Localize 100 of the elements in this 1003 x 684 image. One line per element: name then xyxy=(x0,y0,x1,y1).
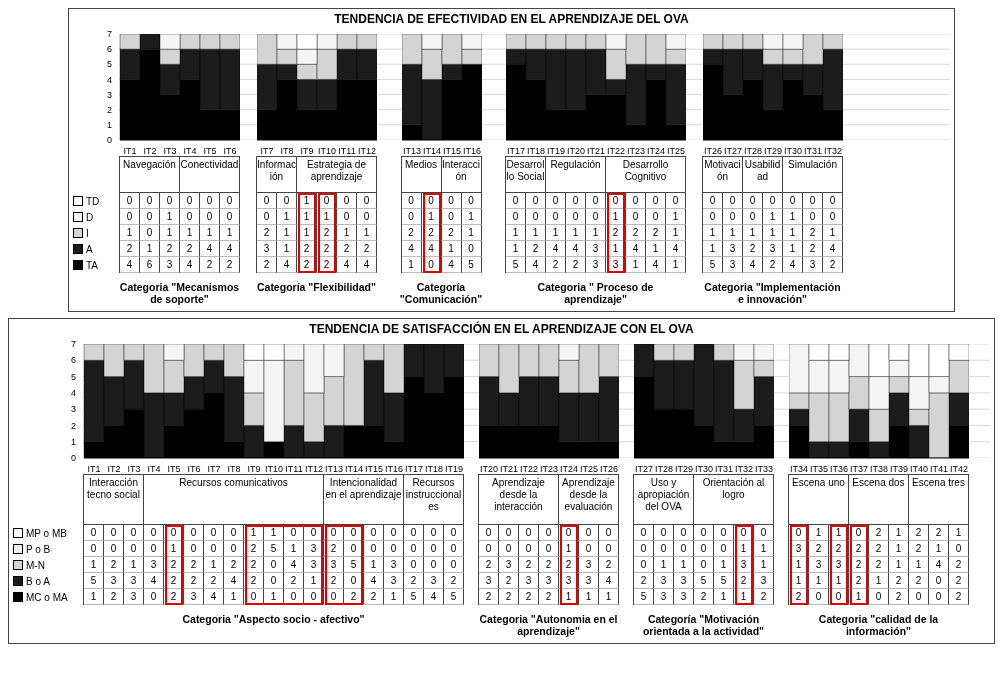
data-label: 5 xyxy=(344,557,364,573)
data-label: 4 xyxy=(783,257,803,273)
data-label: 3 xyxy=(586,257,606,273)
data-label: 0 xyxy=(789,525,809,541)
data-label: 0 xyxy=(124,541,144,557)
legend-label: MC o MA xyxy=(26,591,68,603)
data-label: 0 xyxy=(519,525,539,541)
data-label: 1 xyxy=(889,525,909,541)
data-label: 2 xyxy=(357,241,377,257)
data-label: 0 xyxy=(714,525,734,541)
data-label: 0 xyxy=(539,525,559,541)
data-label: 4 xyxy=(200,241,220,257)
data-label: 0 xyxy=(674,541,694,557)
data-label: 2 xyxy=(519,589,539,605)
data-label: 0 xyxy=(654,541,674,557)
data-label: 2 xyxy=(184,573,204,589)
data-label: 6 xyxy=(140,257,160,273)
data-label: 2 xyxy=(479,557,499,573)
data-label: 1 xyxy=(277,209,297,225)
x-tick-label: IT21 xyxy=(499,464,519,475)
data-label: 0 xyxy=(317,193,337,209)
data-label: 0 xyxy=(499,541,519,557)
data-label: 2 xyxy=(257,225,277,241)
x-tick-label: IT15 xyxy=(442,146,461,157)
data-label: 0 xyxy=(586,193,606,209)
data-label: 4 xyxy=(401,241,422,257)
data-label: 2 xyxy=(164,573,184,589)
data-label: 0 xyxy=(546,193,566,209)
x-tick-label: IT1 xyxy=(87,464,101,475)
data-label: 0 xyxy=(626,193,646,209)
data-label: 1 xyxy=(140,241,160,257)
data-label: 1 xyxy=(849,589,869,605)
data-label: 2 xyxy=(324,573,344,589)
data-label: 2 xyxy=(889,573,909,589)
data-label: 0 xyxy=(823,209,843,225)
data-label: 4 xyxy=(823,241,843,257)
text: Conectividad xyxy=(180,157,240,193)
x-tick-label: IT28 xyxy=(654,464,674,475)
data-label: 0 xyxy=(337,209,357,225)
data-label: 1 xyxy=(754,557,774,573)
data-label: 1 xyxy=(180,225,200,241)
x-tick-label: IT40 xyxy=(909,464,929,475)
data-label: 1 xyxy=(357,225,377,241)
text: Categoria "Aspecto socio - afectivo" xyxy=(181,613,366,625)
data-label: 4 xyxy=(599,573,619,589)
data-label: 0 xyxy=(763,193,783,209)
data-label: 2 xyxy=(789,589,809,605)
x-tick-label: IT5 xyxy=(203,146,217,157)
data-label: 2 xyxy=(909,541,929,557)
y-tick-label: 1 xyxy=(106,120,112,131)
data-label: 0 xyxy=(579,525,599,541)
data-label: 1 xyxy=(461,225,482,241)
data-label: 2 xyxy=(539,557,559,573)
x-tick-label: IT37 xyxy=(849,464,869,475)
data-label: 1 xyxy=(654,557,674,573)
x-tick-label: IT23 xyxy=(626,146,646,157)
data-label: 4 xyxy=(546,241,566,257)
x-tick-label: IT42 xyxy=(949,464,969,475)
x-tick-label: IT29 xyxy=(674,464,694,475)
x-tick-label: IT39 xyxy=(889,464,909,475)
data-label: 3 xyxy=(559,573,579,589)
x-tick-label: IT32 xyxy=(734,464,754,475)
data-label: 0 xyxy=(461,241,482,257)
data-label: 0 xyxy=(404,525,424,541)
data-label: 0 xyxy=(743,193,763,209)
data-label: 0 xyxy=(224,541,244,557)
data-label: 0 xyxy=(441,209,462,225)
data-label: 1 xyxy=(124,557,144,573)
data-label: 3 xyxy=(579,557,599,573)
x-tick-label: IT4 xyxy=(183,146,197,157)
x-tick-label: IT11 xyxy=(338,146,356,157)
data-label: 0 xyxy=(634,557,654,573)
data-label: 1 xyxy=(297,225,317,241)
x-tick-label: IT27 xyxy=(634,464,654,475)
data-label: 0 xyxy=(444,541,464,557)
x-tick-label: IT9 xyxy=(300,146,314,157)
data-label: 1 xyxy=(579,589,599,605)
data-label: 1 xyxy=(264,589,284,605)
data-label: 2 xyxy=(763,257,783,273)
data-label: 0 xyxy=(164,525,184,541)
data-label: 0 xyxy=(606,193,626,209)
data-label: 2 xyxy=(499,589,519,605)
data-label: 0 xyxy=(849,525,869,541)
x-tick-label: IT3 xyxy=(127,464,141,475)
data-label: 3 xyxy=(754,573,774,589)
data-label: 0 xyxy=(180,193,200,209)
data-label: 2 xyxy=(829,541,849,557)
data-label: 1 xyxy=(754,541,774,557)
data-label: 1 xyxy=(220,225,240,241)
data-label: 2 xyxy=(317,241,337,257)
text: Categoria "Mecanismos de soporte" xyxy=(119,281,240,305)
x-tick-label: IT24 xyxy=(559,464,579,475)
data-label: 0 xyxy=(723,193,743,209)
text: Regulación xyxy=(546,157,606,193)
x-tick-label: IT2 xyxy=(107,464,121,475)
text: Categoría "Motivación orientada a la actividad" xyxy=(641,613,766,637)
x-tick-label: IT10 xyxy=(317,146,337,157)
data-label: 1 xyxy=(809,525,829,541)
data-label: 2 xyxy=(344,589,364,605)
text: Recursos comunicativos xyxy=(144,475,324,525)
